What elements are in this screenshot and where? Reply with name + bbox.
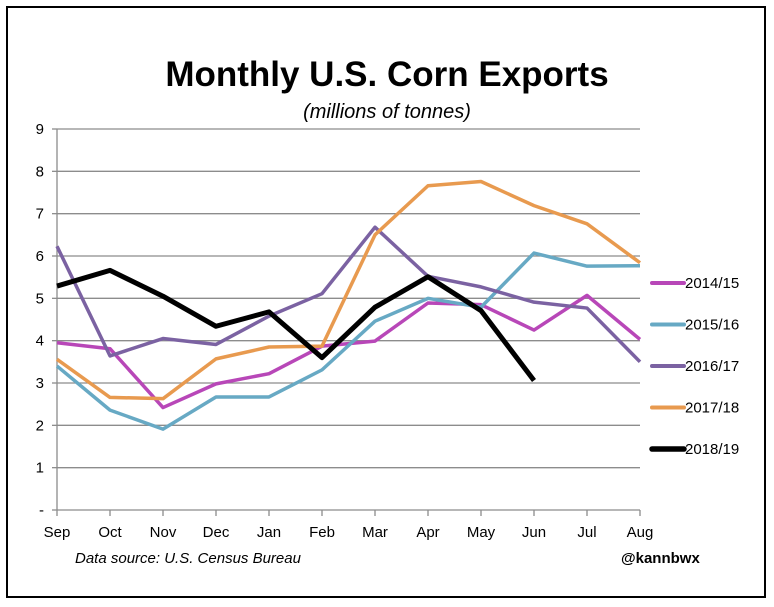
data-source-note: Data source: U.S. Census Bureau (75, 550, 301, 567)
y-tick-label: 2 (36, 417, 44, 434)
y-tick-label: 1 (36, 460, 44, 477)
y-tick-label: 9 (36, 121, 44, 138)
legend-label: 2017/18 (685, 400, 739, 417)
x-tick-label: Nov (150, 524, 177, 541)
x-tick-label: Apr (416, 524, 439, 541)
x-tick-label: Mar (362, 524, 388, 541)
x-tick-label: Oct (98, 524, 122, 541)
x-tick-label: Jun (522, 524, 546, 541)
author-handle: @kannbwx (621, 550, 700, 567)
legend-label: 2016/17 (685, 358, 739, 375)
x-tick-label: Jan (257, 524, 281, 541)
legend-label: 2014/15 (685, 275, 739, 292)
series-line-2015-16 (55, 251, 641, 431)
legend-label: 2018/19 (685, 441, 739, 458)
x-tick-label: Jul (577, 524, 596, 541)
plot-area (57, 129, 640, 510)
x-tick-label: Sep (44, 524, 71, 541)
series-line-2018-19 (56, 267, 536, 382)
y-tick-label: - (39, 502, 44, 519)
x-tick-label: Feb (309, 524, 335, 541)
series-line-2017-18 (55, 179, 642, 401)
y-tick-label: 3 (36, 375, 44, 392)
chart-subtitle: (millions of tonnes) (303, 101, 471, 123)
series-line-2016-17 (55, 225, 642, 364)
chart-title: Monthly U.S. Corn Exports (165, 55, 609, 94)
x-tick-label: Dec (203, 524, 230, 541)
legend-label: 2015/16 (685, 317, 739, 334)
y-tick-label: 6 (36, 248, 44, 265)
y-tick-label: 7 (36, 206, 44, 223)
x-tick-label: Aug (627, 524, 654, 541)
y-tick-label: 5 (36, 290, 44, 307)
y-tick-label: 8 (36, 163, 44, 180)
x-tick-label: May (467, 524, 496, 541)
y-tick-label: 4 (36, 333, 44, 350)
